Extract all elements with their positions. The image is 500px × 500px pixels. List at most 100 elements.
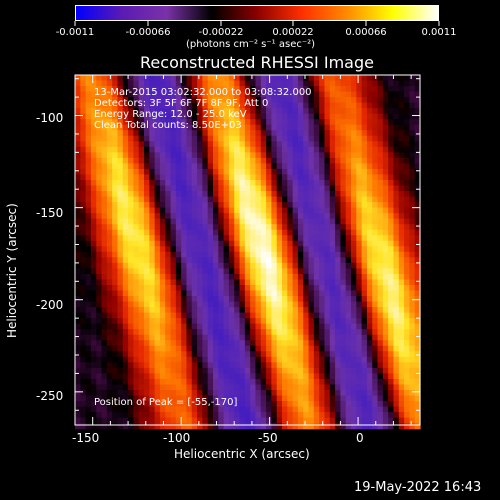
- heatmap-cell: [175, 351, 182, 358]
- heatmap-cell: [377, 152, 384, 159]
- heatmap-cell: [90, 251, 97, 258]
- heatmap-cell: [218, 157, 225, 165]
- heatmap-cell: [101, 229, 108, 236]
- heatmap-cell: [324, 323, 331, 330]
- heatmap-cell: [133, 180, 140, 187]
- heatmap-cell: [297, 401, 304, 408]
- heatmap-cell: [276, 406, 283, 413]
- heatmap-cell: [186, 395, 193, 402]
- heatmap-cell: [372, 180, 379, 187]
- heatmap-cell: [128, 135, 134, 142]
- heatmap-cell: [303, 351, 310, 358]
- heatmap-cell: [197, 124, 203, 131]
- heatmap-cell: [335, 334, 341, 341]
- heatmap-cell: [297, 273, 304, 281]
- heatmap-cell: [409, 285, 416, 292]
- heatmap-cell: [382, 301, 389, 308]
- heatmap-cell: [356, 119, 363, 126]
- heatmap-cell: [175, 163, 182, 170]
- heatmap-cell: [388, 119, 395, 126]
- heatmap-cell: [250, 229, 257, 236]
- heatmap-cell: [239, 174, 246, 181]
- heatmap-cell: [80, 168, 87, 176]
- heatmap-cell: [292, 340, 299, 347]
- heatmap-cell: [266, 279, 272, 286]
- heatmap-cell: [409, 417, 416, 424]
- heatmap-cell: [255, 185, 262, 192]
- heatmap-cell: [319, 168, 326, 176]
- heatmap-cell: [250, 135, 257, 142]
- heatmap-cell: [218, 296, 225, 303]
- heatmap-cell: [106, 423, 113, 430]
- heatmap-cell: [213, 373, 219, 380]
- heatmap-cell: [351, 75, 357, 82]
- heatmap-cell: [234, 384, 241, 391]
- heatmap-cell: [244, 119, 251, 126]
- heatmap-cell: [287, 97, 294, 104]
- heatmap-cell: [85, 141, 92, 148]
- heatmap-cell: [393, 196, 400, 203]
- heatmap-cell: [101, 213, 108, 220]
- heatmap-cell: [213, 91, 219, 98]
- heatmap-cell: [324, 273, 331, 281]
- heatmap-cell: [351, 141, 357, 148]
- heatmap-cell: [377, 86, 384, 93]
- heatmap-cell: [414, 240, 421, 247]
- heatmap-cell: [255, 362, 262, 369]
- heatmap-cell: [96, 285, 103, 292]
- heatmap-cell: [122, 251, 129, 258]
- heatmap-cell: [154, 423, 161, 430]
- heatmap-cell: [128, 157, 134, 165]
- heatmap-cell: [393, 417, 400, 424]
- heatmap-cell: [175, 168, 182, 176]
- heatmap-cell: [202, 262, 209, 270]
- heatmap-cell: [297, 229, 304, 236]
- heatmap-cell: [186, 406, 193, 413]
- heatmap-cell: [207, 340, 214, 347]
- heatmap-cell: [234, 168, 241, 176]
- heatmap-cell: [75, 80, 81, 87]
- heatmap-cell: [144, 91, 150, 98]
- heatmap-cell: [340, 262, 347, 270]
- heatmap-cell: [356, 135, 363, 142]
- heatmap-cell: [149, 290, 156, 297]
- heatmap-cell: [335, 257, 341, 264]
- heatmap-cell: [213, 351, 219, 358]
- heatmap-cell: [287, 356, 294, 363]
- heatmap-cell: [260, 202, 267, 209]
- heatmap-cell: [382, 279, 389, 286]
- heatmap-cell: [191, 157, 198, 165]
- heatmap-cell: [112, 213, 119, 220]
- heatmap-cell: [260, 334, 267, 341]
- heatmap-cell: [239, 75, 246, 82]
- heatmap-cell: [366, 307, 373, 314]
- heatmap-cell: [388, 273, 395, 281]
- heatmap-cell: [191, 268, 198, 275]
- heatmap-cell: [372, 196, 379, 203]
- heatmap-cell: [197, 130, 203, 137]
- heatmap-cell: [388, 362, 395, 369]
- heatmap-cell: [75, 152, 81, 159]
- heatmap-cell: [361, 213, 368, 220]
- heatmap-cell: [202, 141, 209, 148]
- heatmap-cell: [276, 423, 283, 430]
- heatmap-cell: [138, 157, 145, 165]
- heatmap-cell: [138, 367, 145, 375]
- heatmap-cell: [409, 395, 416, 402]
- heatmap-cell: [138, 401, 145, 408]
- heatmap-cell: [223, 401, 230, 408]
- heatmap-cell: [170, 257, 177, 264]
- heatmap-cell: [170, 417, 177, 424]
- heatmap-cell: [324, 180, 331, 187]
- heatmap-cell: [372, 340, 379, 347]
- heatmap-cell: [175, 130, 182, 137]
- heatmap-cell: [409, 367, 416, 375]
- heatmap-cell: [393, 296, 400, 303]
- heatmap-cell: [282, 207, 288, 214]
- heatmap-cell: [218, 119, 225, 126]
- heatmap-cell: [351, 130, 357, 137]
- heatmap-cell: [85, 235, 92, 242]
- heatmap-cell: [170, 196, 177, 203]
- heatmap-cell: [276, 307, 283, 314]
- heatmap-cell: [80, 312, 87, 319]
